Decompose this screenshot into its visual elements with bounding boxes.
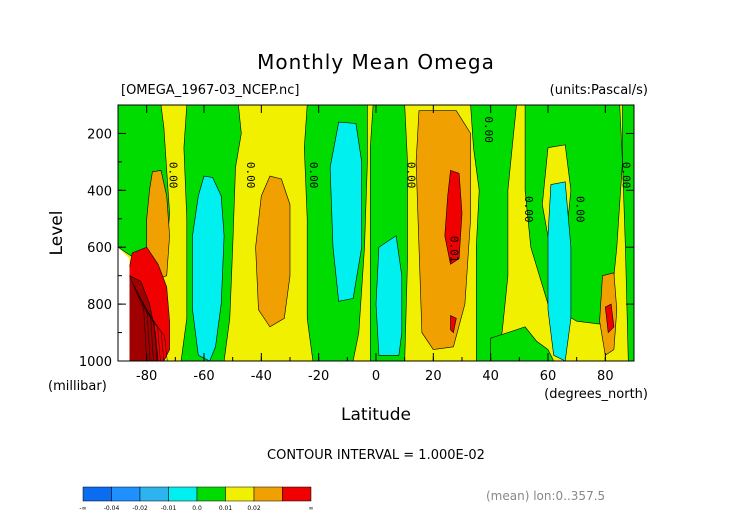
- colorbar-swatch: [225, 486, 255, 502]
- x-tick-label: 0: [372, 369, 380, 384]
- x-tick-label: 60: [540, 369, 557, 384]
- colorbar-label: -0.02: [132, 505, 148, 512]
- x-axis-label: Latitude: [341, 405, 411, 425]
- region-sh-sub-orange: [255, 175, 291, 328]
- y-tick-label: 400: [87, 184, 112, 199]
- region-eq-cyan: [375, 235, 403, 356]
- region-nh-sub-orange: [415, 110, 471, 350]
- chart-title: Monthly Mean Omega: [257, 50, 495, 74]
- file-label: [OMEGA_1967-03_NCEP.nc]: [121, 83, 299, 98]
- colorbar-swatch: [253, 486, 283, 502]
- y-axis-units: (millibar): [48, 379, 107, 394]
- region-sh-mid-cyan: [192, 175, 225, 361]
- contour-line: [129, 275, 147, 361]
- colorbar-label: 0.02: [247, 505, 261, 512]
- y-axis: 200 400 600 800 1000: [79, 104, 634, 370]
- region-nh-sfc-green: [490, 326, 555, 361]
- region-nh-sub-red-small: [450, 315, 457, 334]
- colorbar-swatch: [139, 486, 169, 502]
- contour-field: [118, 105, 634, 361]
- region-np-green: [622, 105, 634, 361]
- colorbar-swatch: [196, 486, 226, 502]
- colorbar-swatch: [168, 486, 198, 502]
- contour-label: 0.00: [482, 116, 495, 143]
- colorbar: -∞ -0.04 -0.02 -0.01 0.0 0.01 0.02 ∞: [79, 486, 314, 512]
- contour-interval-label: CONTOUR INTERVAL = 1.000E-02: [267, 448, 485, 463]
- colorbar-label: 0.0: [192, 505, 202, 512]
- contour-label: 0.00: [405, 162, 418, 189]
- x-tick-label: -80: [136, 369, 157, 384]
- units-label: (units:Pascal/s): [550, 83, 648, 98]
- contour-line: [132, 282, 151, 361]
- colorbar-swatch: [111, 486, 141, 502]
- contour-label: 0.00: [244, 162, 257, 189]
- region-sh-trop-cyan: [329, 121, 363, 302]
- region-nh-sub-red: [444, 169, 463, 265]
- x-tick-label: 40: [482, 369, 499, 384]
- y-tick-label: 600: [87, 241, 112, 256]
- x-tick-label: -20: [308, 369, 329, 384]
- colorbar-swatch: [82, 486, 112, 502]
- y-tick-label: 1000: [79, 355, 112, 370]
- contour-labels: 0.00 0.00 0.00 0.00 0.00 0.00 0.00 0.00 0.01: [167, 116, 633, 262]
- contour-label: 0.00: [167, 162, 180, 189]
- colorbar-label: -∞: [79, 505, 86, 512]
- colorbar-label: -0.01: [161, 505, 177, 512]
- contour-label: 0.00: [574, 196, 587, 223]
- contour-label: 0.01: [448, 236, 461, 263]
- contour-line: [139, 296, 158, 361]
- contour-label: 0.00: [620, 162, 633, 189]
- colorbar-label: ∞: [309, 505, 314, 512]
- x-tick-label: 80: [597, 369, 614, 384]
- x-tick-label: -40: [251, 369, 272, 384]
- y-tick-label: 200: [87, 127, 112, 142]
- region-nh-polar-red: [604, 303, 615, 334]
- x-axis: -80 -60 -40 -20 0 20 40 60 80: [117, 105, 635, 384]
- colorbar-swatch: [282, 486, 312, 502]
- contour-line: [149, 318, 168, 361]
- colorbar-label: -0.04: [104, 505, 120, 512]
- region-nh-polar-cyan: [547, 181, 572, 361]
- mean-label: (mean) lon:0..357.5: [486, 489, 605, 503]
- y-axis-label: Level: [47, 211, 67, 256]
- colorbar-label: 0.01: [219, 505, 233, 512]
- contour-label: 0.00: [522, 196, 535, 223]
- x-axis-units: (degrees_north): [544, 387, 648, 402]
- y-tick-label: 800: [87, 298, 112, 313]
- x-tick-label: 20: [425, 369, 442, 384]
- contour-label: 0.00: [307, 162, 320, 189]
- x-tick-label: -60: [193, 369, 214, 384]
